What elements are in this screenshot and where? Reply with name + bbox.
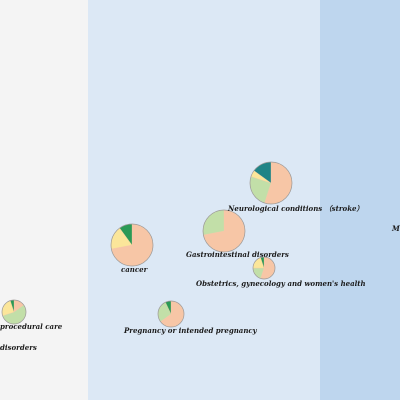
pie-bubble — [202, 209, 246, 253]
pie-bubble — [1, 299, 27, 325]
bubble-group — [1, 161, 293, 328]
bubble-label: Neurological conditions （stroke） — [227, 204, 364, 213]
bubble-label: Obstetrics, gynecology and women's healt… — [196, 279, 366, 288]
bubble-label: M — [391, 224, 400, 233]
pie-bubble — [252, 256, 276, 280]
pie-bubble — [157, 300, 185, 328]
background-band-3 — [320, 0, 400, 400]
bubble-label: cancer — [121, 265, 149, 274]
pie-outline — [157, 300, 185, 328]
pie-outline — [110, 223, 154, 267]
bubble-label: Pregnancy or intended pregnancy — [123, 326, 258, 335]
pie-outline — [252, 256, 276, 280]
pie-bubble — [110, 223, 154, 267]
bubble-label: Gastrointestinal disorders — [186, 250, 289, 259]
pie-outline — [1, 299, 27, 325]
pie-outline — [202, 209, 246, 253]
pie-bubble — [249, 161, 293, 205]
bubble-label: procedural care — [0, 322, 63, 331]
background-band-2 — [88, 0, 320, 400]
pie-outline — [249, 161, 293, 205]
bubble-label: disorders — [0, 343, 37, 352]
background-band-1 — [0, 0, 88, 400]
label-group: Neurological conditions （stroke） Gastroin… — [0, 204, 400, 352]
